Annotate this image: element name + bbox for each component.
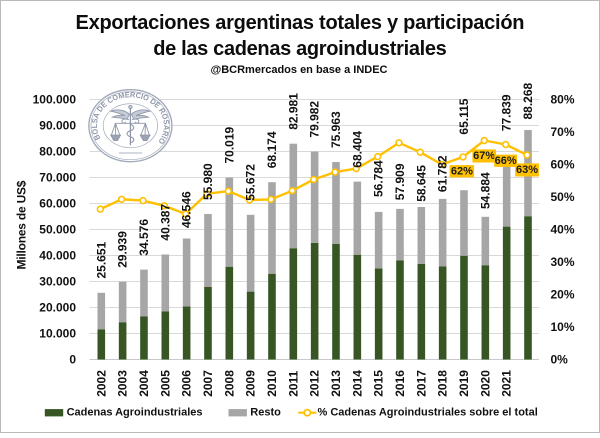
svg-text:65.115: 65.115 — [457, 98, 471, 134]
svg-text:2018: 2018 — [436, 370, 450, 397]
svg-text:40.387: 40.387 — [158, 204, 172, 241]
svg-text:90.000: 90.000 — [39, 119, 76, 133]
svg-text:56.784: 56.784 — [372, 160, 386, 197]
svg-text:40%: 40% — [551, 223, 575, 237]
svg-text:66%: 66% — [495, 155, 517, 167]
svg-text:80%: 80% — [551, 93, 575, 107]
svg-text:46.546: 46.546 — [180, 191, 194, 228]
svg-text:2003: 2003 — [116, 370, 130, 397]
svg-text:Millones de US$: Millones de US$ — [15, 180, 29, 269]
svg-text:40.000: 40.000 — [39, 249, 76, 263]
svg-text:58.645: 58.645 — [414, 165, 428, 202]
svg-text:30%: 30% — [551, 255, 575, 269]
svg-text:34.576: 34.576 — [137, 219, 151, 256]
svg-text:70.000: 70.000 — [39, 171, 76, 185]
svg-text:2007: 2007 — [201, 370, 215, 397]
svg-text:0%: 0% — [551, 353, 569, 367]
svg-text:2019: 2019 — [457, 370, 471, 397]
svg-text:Resto: Resto — [250, 407, 281, 419]
svg-text:79.982: 79.982 — [308, 101, 322, 138]
svg-text:de las cadenas agroindustriale: de las cadenas agroindustriales — [153, 38, 447, 60]
svg-text:30.000: 30.000 — [39, 275, 76, 289]
svg-text:2011: 2011 — [286, 370, 300, 396]
svg-text:80.000: 80.000 — [39, 145, 76, 159]
svg-text:25.651: 25.651 — [94, 241, 108, 278]
svg-text:0: 0 — [69, 353, 76, 367]
svg-text:2016: 2016 — [393, 370, 407, 397]
svg-text:62%: 62% — [451, 165, 473, 177]
svg-text:10%: 10% — [551, 320, 575, 334]
svg-text:70%: 70% — [551, 125, 575, 139]
svg-text:10.000: 10.000 — [39, 327, 76, 341]
svg-text:@BCRmercados en base a INDEC: @BCRmercados en base a INDEC — [210, 64, 387, 76]
svg-text:70.019: 70.019 — [222, 126, 236, 163]
svg-text:77.839: 77.839 — [500, 94, 514, 131]
svg-text:2020: 2020 — [478, 370, 492, 397]
svg-text:2012: 2012 — [308, 370, 322, 397]
svg-text:Cadenas Agroindustriales: Cadenas Agroindustriales — [67, 407, 203, 419]
svg-text:2013: 2013 — [329, 370, 343, 397]
svg-text:57.909: 57.909 — [393, 163, 407, 200]
svg-text:55.672: 55.672 — [244, 164, 258, 201]
svg-text:29.939: 29.939 — [116, 231, 130, 268]
svg-text:20.000: 20.000 — [39, 301, 76, 315]
svg-text:55.980: 55.980 — [201, 163, 215, 200]
svg-text:60%: 60% — [551, 158, 575, 172]
svg-text:68.404: 68.404 — [350, 131, 364, 168]
svg-text:2006: 2006 — [180, 370, 194, 397]
svg-text:2017: 2017 — [414, 370, 428, 397]
svg-text:2002: 2002 — [94, 370, 108, 397]
svg-text:2015: 2015 — [372, 370, 386, 397]
svg-text:67%: 67% — [473, 150, 495, 162]
svg-text:2021: 2021 — [500, 370, 514, 397]
svg-text:2005: 2005 — [158, 370, 172, 397]
svg-text:50%: 50% — [551, 190, 575, 204]
svg-text:100.000: 100.000 — [33, 93, 77, 107]
svg-text:2008: 2008 — [222, 370, 236, 397]
svg-text:88.268: 88.268 — [521, 82, 535, 119]
svg-text:% Cadenas Agroindustriales sob: % Cadenas Agroindustriales sobre el tota… — [318, 407, 538, 419]
svg-text:2010: 2010 — [265, 370, 279, 397]
svg-text:Exportaciones argentinas total: Exportaciones argentinas totales y parti… — [76, 12, 525, 34]
svg-text:75.963: 75.963 — [329, 111, 343, 148]
svg-text:20%: 20% — [551, 288, 575, 302]
svg-text:2014: 2014 — [350, 370, 364, 397]
svg-text:63%: 63% — [516, 164, 538, 176]
svg-text:61.782: 61.782 — [436, 155, 450, 192]
svg-text:68.174: 68.174 — [265, 131, 279, 168]
svg-text:50.000: 50.000 — [39, 223, 76, 237]
svg-text:82.981: 82.981 — [286, 93, 300, 130]
svg-text:54.884: 54.884 — [478, 172, 492, 209]
svg-text:2004: 2004 — [137, 370, 151, 397]
svg-text:60.000: 60.000 — [39, 197, 76, 211]
svg-text:2009: 2009 — [244, 370, 258, 397]
